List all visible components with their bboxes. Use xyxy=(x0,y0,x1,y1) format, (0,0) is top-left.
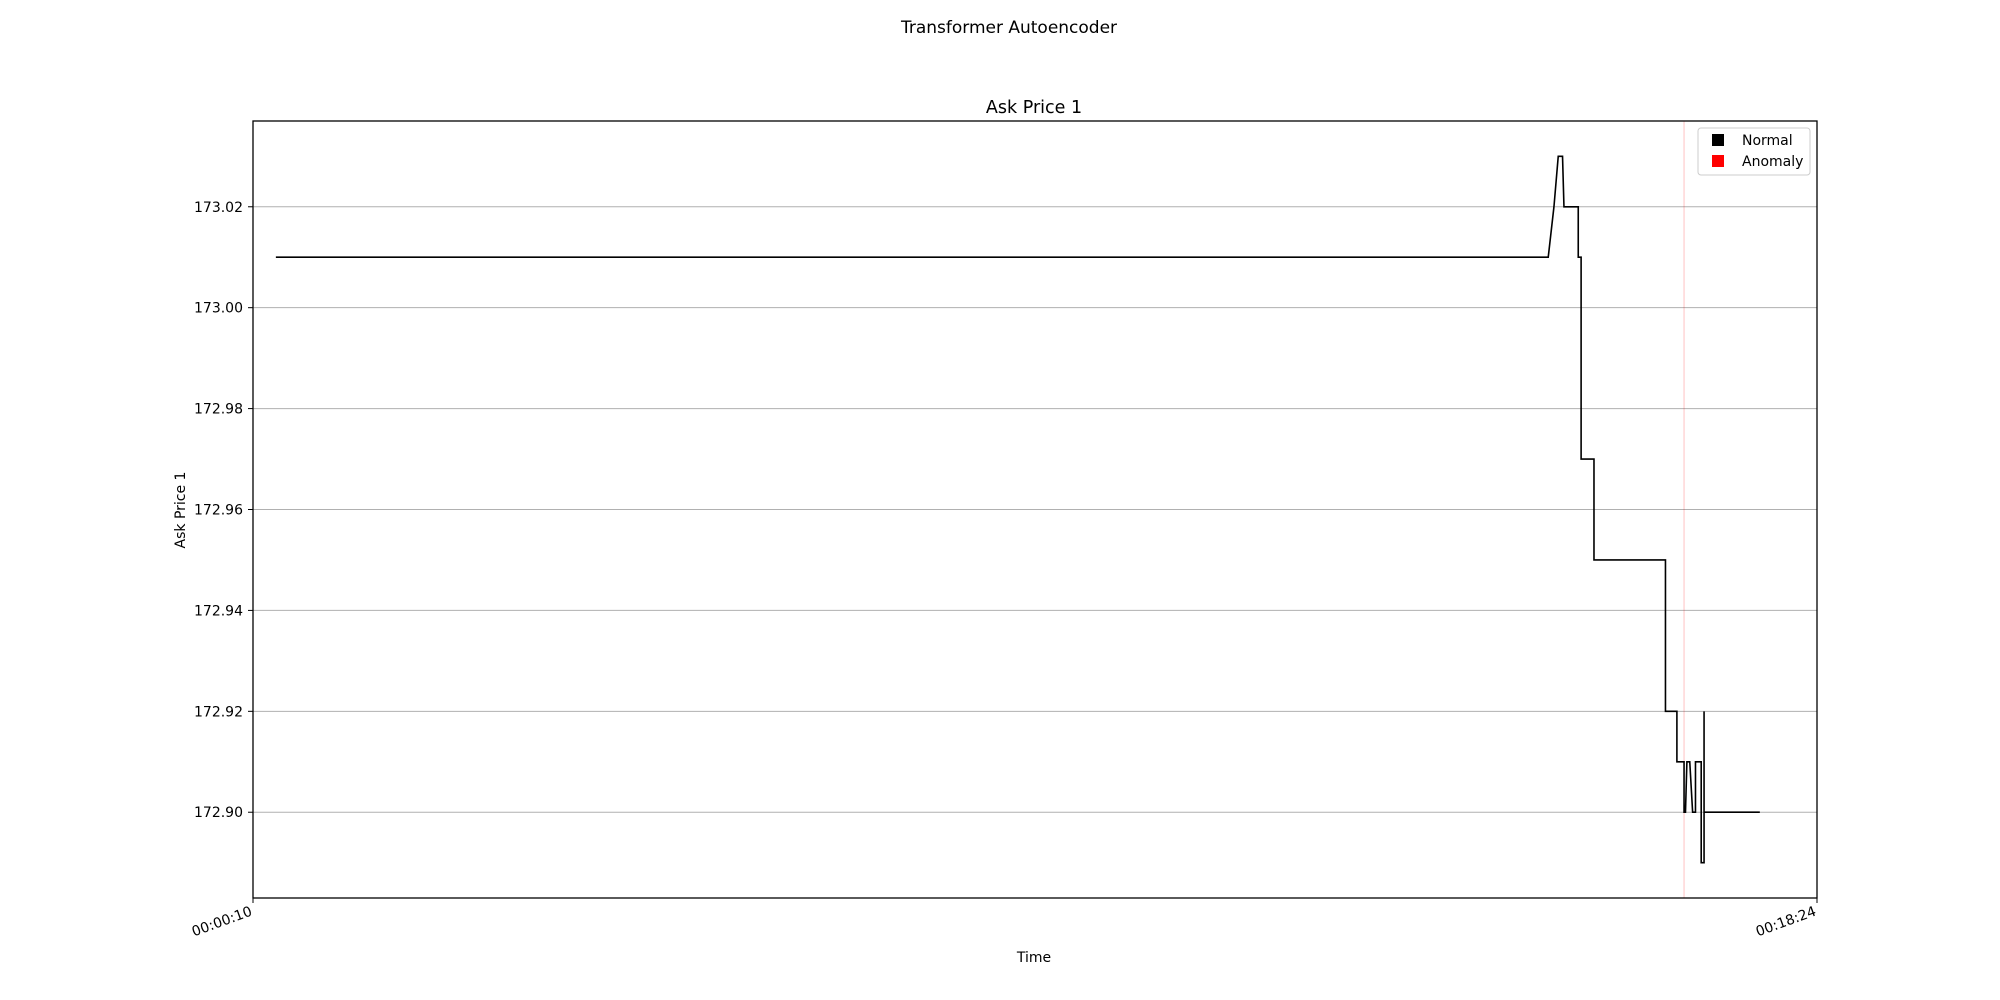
legend-normal-label: Normal xyxy=(1742,133,1793,149)
y-tick-label: 172.94 xyxy=(194,603,243,619)
legend-anomaly-label: Anomaly xyxy=(1742,154,1803,170)
chart-title: Ask Price 1 xyxy=(986,98,1082,118)
legend-normal-swatch xyxy=(1712,134,1724,146)
y-tick-label: 173.02 xyxy=(194,200,243,216)
series-layer xyxy=(275,155,1760,864)
y-tick-label: 172.98 xyxy=(194,402,243,418)
legend-anomaly-swatch xyxy=(1712,155,1724,167)
y-axis-ticks: 172.90 172.92 172.94 172.96 172.98 173.00 173.… xyxy=(194,200,253,821)
legend-box xyxy=(1697,127,1811,176)
x-tick-label: 00:18:24 xyxy=(1754,904,1819,941)
x-tick-label: 00:00:10 xyxy=(190,904,255,941)
x-axis-label: Time xyxy=(1016,950,1051,966)
figure-suptitle: Transformer Autoencoder xyxy=(900,18,1117,38)
legend: Normal Anomaly xyxy=(1697,127,1811,176)
series-line xyxy=(275,155,1760,864)
y-tick-label: 172.90 xyxy=(194,805,243,821)
y-tick-label: 173.00 xyxy=(194,301,243,317)
y-tick-label: 172.96 xyxy=(194,503,243,519)
x-axis-ticks: 00:00:10 00:18:24 xyxy=(190,898,1819,941)
y-tick-label: 172.92 xyxy=(194,704,243,720)
y-axis-label: Ask Price 1 xyxy=(173,472,189,549)
gridlines xyxy=(253,206,1817,813)
